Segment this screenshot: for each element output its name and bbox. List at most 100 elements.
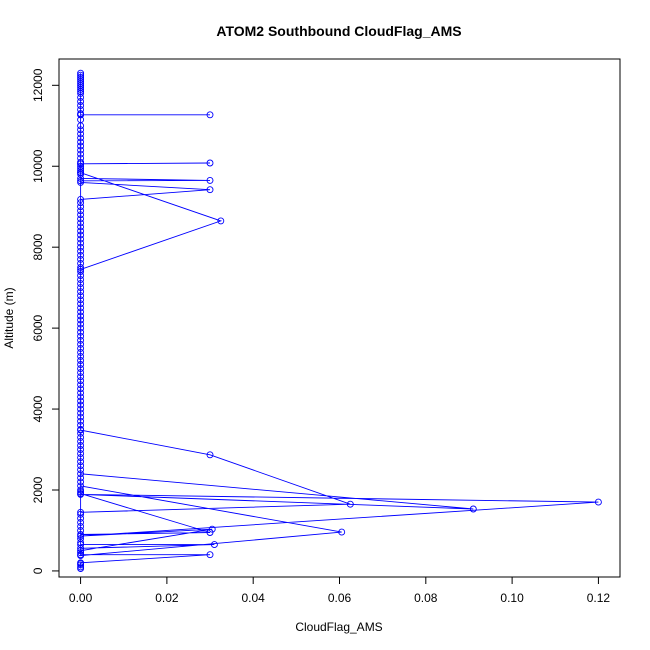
data-point [77,300,85,308]
data-point [77,160,85,168]
series-line [80,73,599,569]
data-point [77,352,85,360]
y-axis: 0 2000 4000 6000 8000 10000 12000 [31,68,60,574]
data-point [77,174,85,182]
data-point [206,551,214,559]
data-point [217,217,225,225]
data-point [77,421,85,429]
data-point [77,223,85,231]
data-point [206,176,214,184]
data-point [77,276,85,284]
data-point [77,106,85,114]
data-point [77,288,85,296]
y-tick-label: 4000 [31,395,45,422]
data-point [594,498,602,506]
data-layer [77,69,602,572]
chart-title: ATOM2 Southbound CloudFlag_AMS [216,23,461,39]
data-point [77,561,85,569]
data-point [77,531,85,538]
data-point [77,486,85,494]
data-point [77,510,85,518]
data-point [77,551,85,559]
data-point [77,255,85,263]
data-point [77,324,85,332]
data-point [206,451,214,459]
data-point [77,284,85,292]
data-point [77,429,85,437]
data-point [206,159,214,167]
data-point [77,401,85,409]
y-axis-label: Altitude (m) [2,287,16,348]
data-point [77,85,85,93]
data-point [77,369,85,377]
data-point [77,565,85,572]
y-tick-label: 12000 [31,68,45,102]
data-point [77,93,85,101]
data-point [77,393,85,401]
data-point [77,259,85,267]
data-point [206,111,214,119]
data-point [77,231,85,239]
data-point [77,373,85,381]
data-point [77,268,85,275]
data-point [77,344,85,352]
data-point [77,478,85,486]
data-point [346,500,354,508]
data-point [77,454,85,462]
y-tick-label: 10000 [31,149,45,183]
data-point [77,308,85,316]
data-point [77,243,85,251]
data-point [77,450,85,458]
data-point [77,377,85,385]
data-point [77,215,85,223]
data-point [77,178,85,186]
data-point [77,340,85,348]
data-point [77,89,85,97]
data-point [77,426,85,434]
x-tick-label: 0.10 [500,591,524,605]
data-point [77,219,85,227]
data-point [77,102,85,109]
y-tick-label: 6000 [31,314,45,341]
data-point [206,186,214,194]
data-point [206,529,214,536]
data-point [77,474,85,482]
data-point [77,199,85,207]
data-point [77,549,85,557]
data-point [77,280,85,288]
data-point [77,166,85,174]
data-point [77,122,85,130]
data-point [77,514,85,522]
data-point [77,203,85,211]
data-point [77,296,85,304]
data-point [338,528,346,536]
data-point [77,134,85,142]
data-point [77,437,85,445]
data-point [77,361,85,368]
data-point [77,409,85,417]
data-point [77,320,85,328]
data-point [77,336,85,344]
data-point [77,304,85,312]
data-point [77,111,85,119]
data-point [77,316,85,324]
data-point [77,247,85,255]
data-point [77,235,85,243]
data-point [77,357,85,364]
data-point [77,541,85,549]
data-point [77,332,85,340]
data-point [77,170,85,178]
data-point [77,381,85,389]
data-point [77,442,85,449]
data-point [77,98,85,105]
data-point [77,470,85,478]
data-point [77,490,85,498]
x-axis-label: CloudFlag_AMS [295,620,382,634]
data-point [77,126,85,134]
data-point [77,195,85,203]
data-point [77,389,85,397]
data-point [77,466,85,474]
data-point [77,433,85,441]
data-point [77,130,85,138]
